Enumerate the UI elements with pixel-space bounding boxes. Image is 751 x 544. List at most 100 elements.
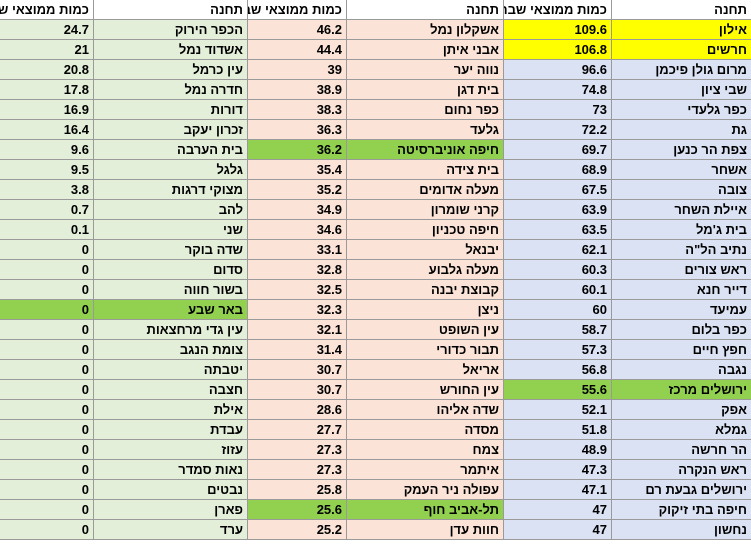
station-cell[interactable]: שני <box>94 220 248 240</box>
station-cell[interactable]: גמלא <box>612 420 751 440</box>
station-cell[interactable]: חיפה אוניברסיטה <box>347 140 504 160</box>
value-cell[interactable]: 0 <box>0 480 94 500</box>
station-cell[interactable]: ניצן <box>347 300 504 320</box>
value-cell[interactable]: 109.6 <box>504 20 612 40</box>
station-cell[interactable]: יבנאל <box>347 240 504 260</box>
station-cell[interactable]: עין כרמל <box>94 60 248 80</box>
station-cell[interactable]: נתיב הל"ה <box>612 240 751 260</box>
value-cell[interactable]: 46.2 <box>248 20 347 40</box>
station-cell[interactable]: בית דגן <box>347 80 504 100</box>
value-cell[interactable]: 57.3 <box>504 340 612 360</box>
station-cell[interactable]: דורות <box>94 100 248 120</box>
value-cell[interactable]: 9.6 <box>0 140 94 160</box>
value-cell[interactable]: 47.1 <box>504 480 612 500</box>
station-cell[interactable]: איילת השחר <box>612 200 751 220</box>
station-cell[interactable]: צפת הר כנען <box>612 140 751 160</box>
value-cell[interactable]: 17.8 <box>0 80 94 100</box>
value-cell[interactable]: 47 <box>504 500 612 520</box>
value-cell[interactable]: 20.8 <box>0 60 94 80</box>
value-cell[interactable]: 38.9 <box>248 80 347 100</box>
station-cell[interactable]: להב <box>94 200 248 220</box>
station-cell[interactable]: יטבתה <box>94 360 248 380</box>
station-cell[interactable]: זכרון יעקב <box>94 120 248 140</box>
value-cell[interactable]: 21 <box>0 40 94 60</box>
station-cell[interactable]: שדה בוקר <box>94 240 248 260</box>
station-cell[interactable]: קרני שומרון <box>347 200 504 220</box>
station-cell[interactable]: צמח <box>347 440 504 460</box>
value-cell[interactable]: 63.9 <box>504 200 612 220</box>
station-cell[interactable]: חרשים <box>612 40 751 60</box>
value-cell[interactable]: 32.5 <box>248 280 347 300</box>
value-cell[interactable]: 27.3 <box>248 460 347 480</box>
value-cell[interactable]: 25.2 <box>248 520 347 540</box>
value-cell[interactable]: 36.2 <box>248 140 347 160</box>
value-cell[interactable]: 74.8 <box>504 80 612 100</box>
value-cell[interactable]: 48.9 <box>504 440 612 460</box>
station-cell[interactable]: ראש הנקרה <box>612 460 751 480</box>
value-cell[interactable]: 0 <box>0 260 94 280</box>
value-cell[interactable]: 0 <box>0 340 94 360</box>
value-cell[interactable]: 58.7 <box>504 320 612 340</box>
value-cell[interactable]: 27.3 <box>248 440 347 460</box>
station-cell[interactable]: צובה <box>612 180 751 200</box>
station-cell[interactable]: חוות עדן <box>347 520 504 540</box>
station-cell[interactable]: עבדת <box>94 420 248 440</box>
station-cell[interactable]: עין השופט <box>347 320 504 340</box>
value-cell[interactable]: 32.8 <box>248 260 347 280</box>
station-cell[interactable]: אשדוד נמל <box>94 40 248 60</box>
station-cell[interactable]: אשחר <box>612 160 751 180</box>
station-cell[interactable]: בשור חווה <box>94 280 248 300</box>
station-cell[interactable]: צומת הנגב <box>94 340 248 360</box>
value-cell[interactable]: 31.4 <box>248 340 347 360</box>
station-cell[interactable]: נחשון <box>612 520 751 540</box>
station-cell[interactable]: מסדה <box>347 420 504 440</box>
value-cell[interactable]: 35.4 <box>248 160 347 180</box>
value-cell[interactable]: 60 <box>504 300 612 320</box>
station-cell[interactable]: נאות סמדר <box>94 460 248 480</box>
value-cell[interactable]: 0 <box>0 280 94 300</box>
value-cell[interactable]: 73 <box>504 100 612 120</box>
value-cell[interactable]: 0.7 <box>0 200 94 220</box>
value-cell[interactable]: 55.6 <box>504 380 612 400</box>
value-cell[interactable]: 28.6 <box>248 400 347 420</box>
station-cell[interactable]: מעלה אדומים <box>347 180 504 200</box>
value-cell[interactable]: 0 <box>0 380 94 400</box>
value-cell[interactable]: 9.5 <box>0 160 94 180</box>
value-cell[interactable]: 0 <box>0 240 94 260</box>
station-cell[interactable]: חפץ חיים <box>612 340 751 360</box>
value-cell[interactable]: 32.3 <box>248 300 347 320</box>
value-cell[interactable]: 96.6 <box>504 60 612 80</box>
station-cell[interactable]: אילון <box>612 20 751 40</box>
value-cell[interactable]: 47 <box>504 520 612 540</box>
station-cell[interactable]: חיפה טכניון <box>347 220 504 240</box>
station-cell[interactable]: תבור כדורי <box>347 340 504 360</box>
station-cell[interactable]: אפק <box>612 400 751 420</box>
value-cell[interactable]: 16.4 <box>0 120 94 140</box>
station-cell[interactable]: ירושלים מרכז <box>612 380 751 400</box>
value-cell[interactable]: 25.8 <box>248 480 347 500</box>
station-cell[interactable]: גלעד <box>347 120 504 140</box>
value-cell[interactable]: 0 <box>0 500 94 520</box>
station-cell[interactable]: באר שבע <box>94 300 248 320</box>
value-cell[interactable]: 3.8 <box>0 180 94 200</box>
value-cell[interactable]: 30.7 <box>248 360 347 380</box>
station-cell[interactable]: ראש צורים <box>612 260 751 280</box>
station-cell[interactable]: בית ג'מל <box>612 220 751 240</box>
value-cell[interactable]: 33.1 <box>248 240 347 260</box>
value-cell[interactable]: 0 <box>0 460 94 480</box>
value-cell[interactable]: 0 <box>0 520 94 540</box>
station-cell[interactable]: עזוז <box>94 440 248 460</box>
station-cell[interactable]: תל-אביב חוף <box>347 500 504 520</box>
station-cell[interactable]: חצבה <box>94 380 248 400</box>
station-cell[interactable]: אילת <box>94 400 248 420</box>
station-cell[interactable]: דייר חנא <box>612 280 751 300</box>
value-cell[interactable]: 60.1 <box>504 280 612 300</box>
station-cell[interactable]: עין החורש <box>347 380 504 400</box>
station-cell[interactable]: אבני איתן <box>347 40 504 60</box>
value-cell[interactable]: 35.2 <box>248 180 347 200</box>
station-cell[interactable]: עמיעד <box>612 300 751 320</box>
station-cell[interactable]: אשקלון נמל <box>347 20 504 40</box>
value-cell[interactable]: 72.2 <box>504 120 612 140</box>
value-cell[interactable]: 0 <box>0 420 94 440</box>
value-cell[interactable]: 34.9 <box>248 200 347 220</box>
